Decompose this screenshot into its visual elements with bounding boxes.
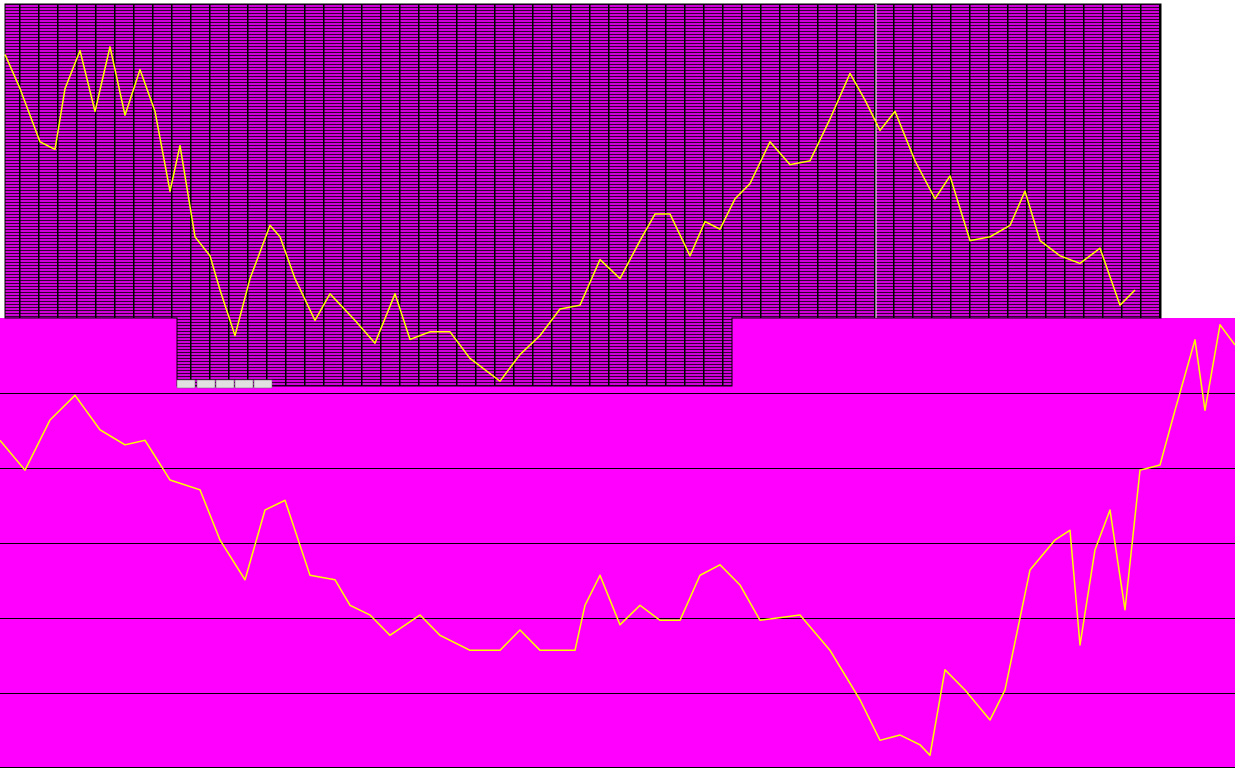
tab-button[interactable] — [215, 379, 235, 389]
tab-button[interactable] — [176, 379, 196, 389]
bottom-panel — [0, 318, 1235, 768]
panel-background — [4, 3, 1162, 387]
data-line — [0, 324, 1235, 757]
tab-button[interactable] — [253, 379, 273, 389]
tab-button[interactable] — [196, 379, 216, 389]
top-panel — [4, 3, 1162, 389]
tab-button[interactable] — [234, 379, 254, 389]
data-line — [4, 46, 1136, 382]
